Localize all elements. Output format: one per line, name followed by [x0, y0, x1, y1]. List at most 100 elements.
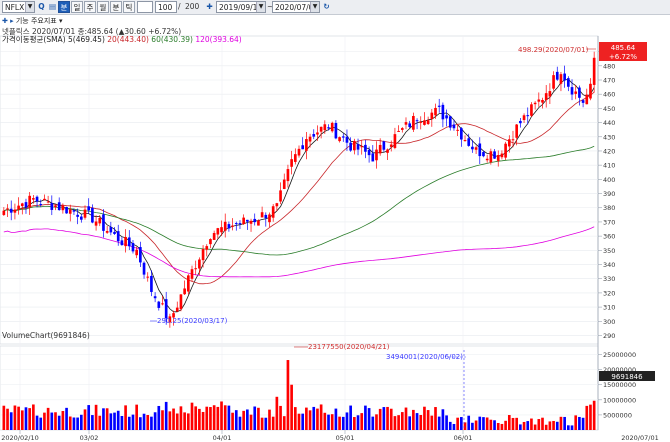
volume-bar — [456, 417, 459, 430]
candle — [574, 91, 578, 94]
calendar-dropdown-icon[interactable]: ▼ — [256, 2, 265, 12]
y-tick-label: 440 — [603, 119, 615, 127]
candle — [142, 262, 146, 275]
chevron-down-icon[interactable]: ▼ — [25, 2, 34, 12]
count-input[interactable]: 100 — [155, 1, 177, 13]
candle — [94, 221, 98, 226]
candle — [168, 316, 172, 323]
volume-bar — [500, 423, 504, 430]
volume-bar — [423, 406, 426, 430]
y-tick-label: 25000000 — [603, 351, 636, 359]
interval-input[interactable] — [137, 1, 153, 13]
volume-bar — [50, 412, 54, 430]
volume-bar — [275, 396, 279, 430]
candle — [467, 138, 471, 146]
period-button-tick[interactable]: 틱 — [123, 1, 135, 13]
current-volume-value: 9691846 — [611, 373, 643, 381]
candle — [478, 143, 482, 157]
candle — [234, 223, 238, 225]
candle — [83, 209, 87, 218]
refresh-icon[interactable]: ↻ — [323, 2, 330, 11]
volume-bar — [400, 412, 404, 430]
chevron-down-icon[interactable]: ▾ — [58, 17, 63, 25]
candle — [327, 127, 330, 129]
candle — [109, 227, 113, 233]
volume-bar — [389, 408, 393, 430]
volume-bar — [467, 415, 471, 430]
volume-bar — [190, 402, 194, 430]
volume-bar — [507, 415, 511, 430]
candle — [249, 220, 253, 224]
candle — [153, 296, 157, 299]
symbol-field[interactable]: NFLX ▼ — [2, 1, 35, 13]
volume-bar — [526, 421, 530, 430]
candle — [515, 124, 519, 138]
volume-bar — [504, 420, 507, 430]
x-tick-label: 05/01 — [336, 434, 355, 442]
candle — [378, 144, 382, 154]
candle — [386, 149, 389, 153]
period-button-minute[interactable]: 분 — [58, 1, 70, 13]
candle — [9, 208, 13, 213]
y-tick-label: 10000000 — [603, 396, 636, 404]
period-button-month[interactable]: 월 — [97, 1, 109, 13]
candle — [246, 219, 249, 222]
volume-bar — [242, 410, 245, 430]
candle — [194, 268, 198, 270]
volume-bar — [260, 417, 264, 430]
candle — [212, 232, 216, 240]
volume-bar — [338, 416, 341, 430]
calendar-dropdown-icon[interactable]: ▼ — [310, 2, 319, 12]
volume-bar — [430, 415, 434, 430]
add-icon[interactable]: ✚ — [206, 2, 213, 11]
candle — [400, 128, 404, 130]
volume-bars — [2, 360, 596, 430]
stock-picker-icon[interactable]: ▤ — [48, 2, 57, 11]
volume-bar — [437, 416, 441, 430]
candle — [441, 104, 445, 120]
volume-bar — [13, 405, 17, 430]
volume-bar — [231, 412, 234, 430]
tool-button-function[interactable]: 기능 — [15, 17, 29, 25]
end-date-field[interactable]: 2020/07/01 ▼ — [272, 1, 320, 13]
volume-bar — [264, 417, 268, 430]
search-icon[interactable]: Q — [38, 2, 45, 11]
volume-bar — [79, 414, 83, 430]
candle — [434, 107, 437, 116]
period-button-day[interactable]: 일 — [71, 1, 83, 13]
legend-moving-averages: 가격이동평균(SMA) 5(469.45) 20(443.40) 60(430.… — [2, 35, 242, 44]
chart-canvas[interactable]: 290 300 310 320 330 340 350 360 370 380 390 400 410 4… — [0, 16, 670, 442]
volume-bar — [35, 415, 39, 430]
candle — [404, 122, 408, 125]
y-tick-label: 15000000 — [603, 381, 636, 389]
volume-bar — [578, 416, 581, 430]
volume-bar — [212, 405, 216, 430]
candle — [338, 137, 341, 142]
volume-bar — [24, 407, 28, 430]
candle — [282, 179, 286, 189]
tool-button-main-indicator[interactable]: 주요지표 — [30, 17, 57, 25]
period-button-week[interactable]: 주 — [84, 1, 96, 13]
volume-bar — [426, 410, 430, 430]
legend-ma-label: 가격이동평균(SMA) 5(469.45) — [2, 35, 105, 44]
volume-high-label: 23177550(2020/04/21) — [308, 343, 390, 351]
start-date-field[interactable]: 2019/09/17 ▼ — [216, 1, 266, 13]
volume-bar — [194, 406, 198, 430]
y-tick-label: 310 — [603, 304, 615, 312]
candle — [389, 144, 393, 147]
volume-bar — [142, 413, 146, 430]
volume-bar — [485, 417, 489, 430]
chart-area: ✚ ▸ 기능 주요지표 ▾ 290 300 310 320 330 340 350 360 37… — [0, 16, 670, 442]
low-price-label: 290.25(2020/03/17) — [157, 317, 228, 325]
candle — [541, 99, 544, 103]
y-tick-label: 390 — [603, 190, 615, 198]
candle — [46, 201, 50, 203]
volume-bar — [393, 416, 397, 430]
volume-bar — [441, 409, 445, 430]
volume-bar — [415, 413, 419, 430]
volume-bar — [139, 417, 142, 430]
volume-bar — [146, 414, 150, 430]
indicator-add-icon[interactable]: ✚ ▸ — [2, 17, 14, 25]
period-button-minute-alt[interactable]: 분 — [110, 1, 122, 13]
y-tick-label: 300 — [603, 318, 615, 326]
